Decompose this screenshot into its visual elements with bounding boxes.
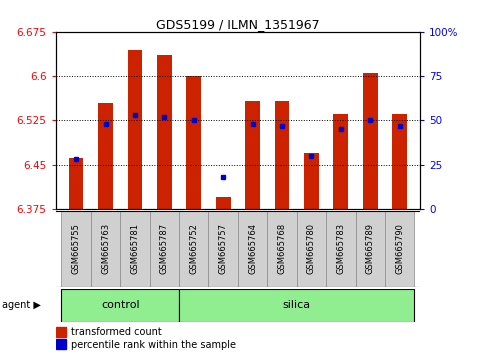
Text: GSM665780: GSM665780: [307, 223, 316, 274]
Text: GSM665757: GSM665757: [219, 223, 227, 274]
Bar: [61, 211, 91, 287]
Bar: [238, 211, 267, 287]
Text: agent ▶: agent ▶: [2, 300, 41, 310]
Text: percentile rank within the sample: percentile rank within the sample: [71, 339, 236, 350]
Text: GSM665764: GSM665764: [248, 223, 257, 274]
Bar: [56, 339, 66, 349]
Text: GSM665755: GSM665755: [71, 223, 81, 274]
Bar: [209, 211, 238, 287]
Bar: [186, 76, 201, 209]
Bar: [355, 211, 385, 287]
Text: GSM665787: GSM665787: [160, 223, 169, 274]
Bar: [326, 211, 355, 287]
Bar: [69, 158, 84, 209]
Text: control: control: [101, 300, 140, 310]
Bar: [157, 56, 172, 209]
Bar: [304, 153, 319, 209]
Bar: [333, 114, 348, 209]
Title: GDS5199 / ILMN_1351967: GDS5199 / ILMN_1351967: [156, 18, 320, 31]
Bar: [56, 327, 66, 337]
Bar: [245, 101, 260, 209]
Bar: [61, 289, 179, 322]
Text: GSM665763: GSM665763: [101, 223, 110, 274]
Text: GSM665783: GSM665783: [336, 223, 345, 274]
Text: GSM665789: GSM665789: [366, 223, 375, 274]
Bar: [98, 103, 113, 209]
Bar: [179, 211, 209, 287]
Bar: [297, 211, 326, 287]
Text: GSM665790: GSM665790: [395, 223, 404, 274]
Bar: [267, 211, 297, 287]
Bar: [150, 211, 179, 287]
Bar: [216, 197, 230, 209]
Bar: [120, 211, 150, 287]
Text: transformed count: transformed count: [71, 327, 162, 337]
Bar: [392, 114, 407, 209]
Bar: [275, 101, 289, 209]
Text: GSM665768: GSM665768: [278, 223, 286, 274]
Bar: [363, 73, 378, 209]
Text: silica: silica: [283, 300, 311, 310]
Bar: [128, 50, 142, 209]
Bar: [179, 289, 414, 322]
Bar: [385, 211, 414, 287]
Text: GSM665781: GSM665781: [130, 223, 140, 274]
Bar: [91, 211, 120, 287]
Text: GSM665752: GSM665752: [189, 223, 198, 274]
